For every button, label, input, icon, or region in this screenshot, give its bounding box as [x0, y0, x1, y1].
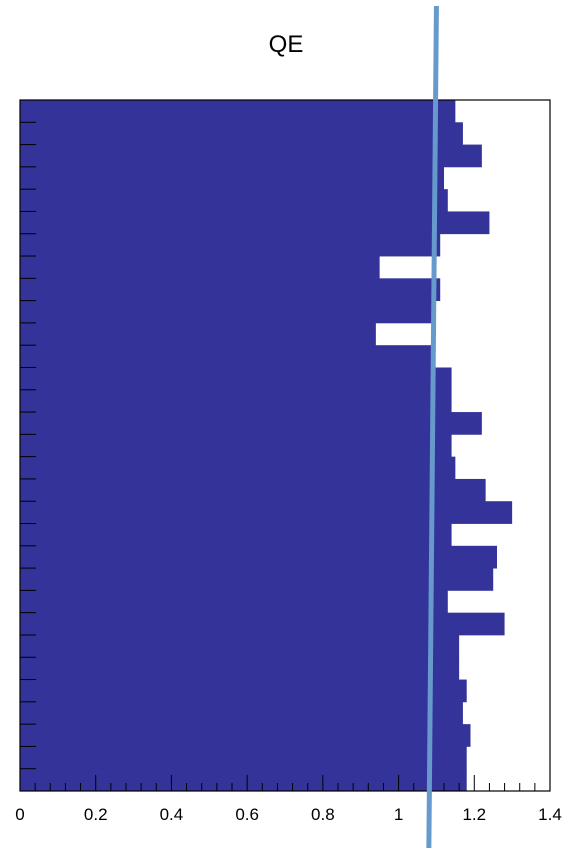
bar-10 — [20, 322, 376, 346]
x-tick-label: 1.4 — [538, 805, 562, 824]
bar-6 — [20, 233, 441, 257]
bar-23 — [20, 612, 505, 636]
x-tick-label: 0.4 — [160, 805, 184, 824]
y-ticks — [20, 99, 36, 792]
x-tick-label: 0 — [15, 805, 24, 824]
x-tick-label: 0.2 — [84, 805, 108, 824]
x-tick-label: 1.2 — [462, 805, 486, 824]
reference-line — [426, 5, 439, 849]
bar-24 — [20, 634, 460, 658]
bar-20 — [20, 545, 497, 569]
bar-22 — [20, 590, 448, 614]
bar-30 — [20, 768, 467, 792]
chart-title: QE — [269, 31, 304, 58]
x-tick-label: 1 — [394, 805, 403, 824]
bar-18 — [20, 501, 513, 524]
bar-19 — [20, 523, 452, 547]
x-ticks: 0 0.2 0.4 0.6 0.8 1 1.2 1.4 — [15, 775, 562, 824]
bar-17 — [20, 478, 486, 502]
bar-21 — [20, 568, 494, 591]
bar-15 — [20, 434, 452, 458]
bar-25 — [20, 657, 460, 680]
bar-28 — [20, 724, 471, 747]
bar-7 — [20, 256, 380, 279]
bar-0 — [20, 100, 456, 123]
x-tick-label: 0.8 — [311, 805, 335, 824]
bar-5 — [20, 211, 490, 235]
bar-9 — [20, 300, 433, 324]
bar-13 — [20, 389, 452, 413]
bar-27 — [20, 701, 463, 725]
bar-29 — [20, 746, 467, 770]
bar-16 — [20, 456, 456, 480]
bar-4 — [20, 189, 448, 212]
bars-group — [20, 100, 513, 792]
bar-3 — [20, 166, 444, 190]
bar-12 — [20, 367, 452, 391]
bar-8 — [20, 278, 441, 302]
bar-1 — [20, 122, 463, 145]
bar-11 — [20, 345, 433, 368]
bar-14 — [20, 412, 482, 435]
plot-frame — [19, 99, 551, 792]
x-tick-label: 0.6 — [235, 805, 259, 824]
bar-26 — [20, 679, 467, 703]
bar-2 — [20, 144, 482, 168]
